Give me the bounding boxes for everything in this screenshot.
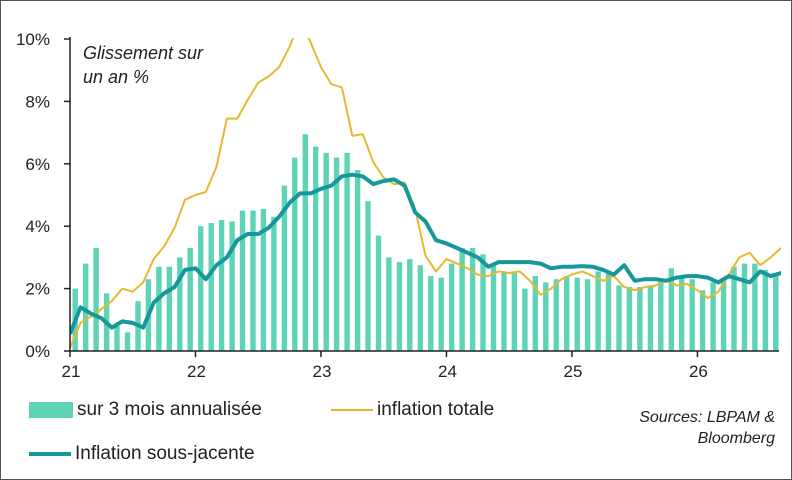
bar-19 [271, 216, 277, 351]
bar-26 [344, 152, 350, 351]
legend-item-total: inflation totale [331, 399, 494, 421]
bar-14 [218, 220, 225, 351]
bar-24 [323, 152, 329, 351]
bar-63 [731, 266, 737, 351]
bar-49 [584, 279, 591, 351]
x-tick-label-1: 22 [187, 362, 206, 381]
bar-35 [438, 277, 444, 351]
bar-59 [689, 279, 695, 351]
bar-34 [428, 276, 434, 351]
bar-12 [198, 226, 204, 351]
bar-13 [208, 223, 214, 351]
bar-56 [658, 279, 664, 351]
bar-60 [699, 290, 706, 351]
bar-42 [511, 273, 518, 351]
bar-51 [605, 273, 612, 351]
bar-62 [720, 279, 727, 351]
bar-32 [407, 259, 413, 351]
bar-48 [574, 277, 580, 351]
source-line-2: Bloomberg [697, 430, 775, 447]
bar-58 [679, 277, 685, 351]
bar-21 [292, 157, 298, 351]
bar-11 [187, 248, 193, 351]
legend-swatch-total [331, 409, 373, 411]
bar-29 [375, 235, 382, 351]
bar-23 [313, 146, 319, 351]
bar-27 [354, 170, 361, 351]
chart-annotation: Glissement sur un an % [83, 41, 243, 89]
bar-10 [177, 257, 183, 351]
y-tick-label-1: 2% [25, 280, 50, 299]
bar-39 [480, 254, 486, 351]
bar-37 [459, 248, 465, 351]
bar-16 [239, 210, 246, 351]
line-series [70, 38, 781, 349]
bar-44 [532, 276, 538, 351]
x-tick-label-2: 23 [313, 362, 332, 381]
bar-52 [616, 285, 622, 351]
bar-45 [543, 282, 549, 351]
legend-item-core: Inflation sous-jacente [29, 443, 255, 465]
bar-38 [469, 248, 476, 351]
y-tick-label-3: 6% [25, 155, 50, 174]
annotation-line-1: Glissement sur [83, 43, 204, 63]
bar-43 [522, 288, 528, 351]
y-tick-label-0: 0% [25, 342, 50, 361]
bar-50 [595, 271, 601, 351]
bar-41 [501, 271, 507, 351]
legend-swatch-bars [29, 402, 73, 418]
bar-5 [124, 332, 131, 351]
bar-15 [229, 221, 235, 351]
bar-40 [490, 263, 497, 351]
bar-47 [564, 276, 570, 351]
axes: 0% 2% 4% 6% 8% 10% 21 22 23 24 25 26 [16, 30, 779, 381]
x-tick-label-0: 21 [62, 362, 81, 381]
legend-label-bars: sur 3 mois annualisée [77, 399, 262, 420]
bar-55 [647, 285, 654, 351]
bar-30 [386, 257, 392, 351]
line-core [70, 172, 781, 335]
bar-20 [281, 185, 288, 351]
bar-53 [626, 287, 633, 351]
bar-series [72, 134, 779, 351]
bar-61 [710, 282, 716, 351]
bar-54 [637, 287, 643, 351]
legend-swatch-core [29, 452, 71, 456]
bar-67 [773, 273, 779, 351]
bar-1 [83, 263, 89, 351]
annotation-line-2: un an % [83, 67, 150, 87]
y-tick-label-5: 10% [16, 30, 50, 49]
bar-25 [333, 157, 340, 351]
bar-46 [553, 279, 559, 351]
source-note: Sources: LBPAM & Bloomberg [639, 407, 775, 449]
bar-64 [741, 263, 748, 351]
bar-8 [156, 266, 162, 351]
y-tick-label-2: 4% [25, 217, 50, 236]
x-tick-label-3: 24 [438, 362, 457, 381]
bar-28 [365, 201, 371, 351]
legend-label-core: Inflation sous-jacente [75, 443, 255, 464]
legend-item-bars: sur 3 mois annualisée [29, 399, 262, 421]
bar-36 [449, 263, 455, 351]
bar-31 [396, 262, 403, 351]
bar-66 [762, 269, 769, 351]
legend-label-total: inflation totale [377, 399, 495, 420]
bar-57 [668, 268, 674, 351]
x-tick-label-5: 26 [689, 362, 708, 381]
x-tick-label-4: 25 [563, 362, 582, 381]
bar-4 [114, 326, 120, 351]
bar-18 [260, 209, 267, 351]
bar-9 [166, 266, 172, 351]
bar-22 [302, 134, 308, 351]
bar-17 [250, 210, 256, 351]
source-line-1: Sources: LBPAM & [639, 409, 775, 426]
bar-2 [93, 248, 99, 351]
bar-65 [752, 263, 758, 351]
bar-33 [417, 265, 423, 351]
y-tick-label-4: 8% [25, 92, 50, 111]
